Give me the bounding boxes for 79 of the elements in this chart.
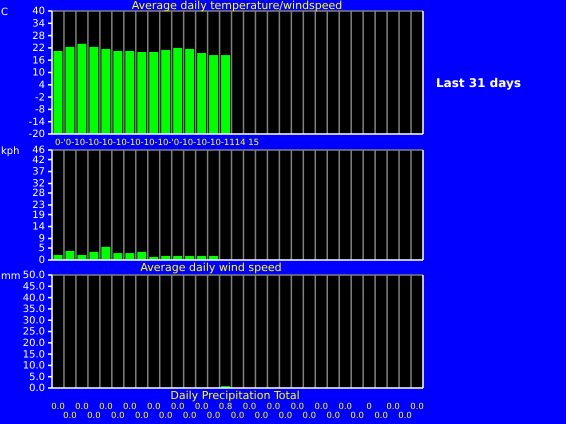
data-label: 0 (366, 402, 372, 412)
data-label: 0.0 (51, 402, 65, 412)
y-tick-label: 10.0 (22, 360, 45, 372)
y-tick-label: 9 (38, 234, 45, 245)
data-label: 0.0 (350, 411, 364, 421)
y-tick-label: -8 (35, 104, 45, 116)
y-tick-label: 50.0 (22, 270, 45, 282)
chart-title: Average daily temperature/windspeed (132, 0, 342, 12)
data-label: 0.0 (242, 402, 256, 412)
bar (65, 250, 74, 260)
y-tick-label: 35.0 (22, 304, 45, 316)
data-label: 0.0 (326, 411, 340, 421)
text: Last 31 days (436, 76, 521, 90)
data-label: 0.0 (338, 402, 352, 412)
data-label: 0.0 (87, 411, 101, 421)
data-label: 0.0 (410, 402, 424, 412)
data-label: 0.0 (398, 411, 412, 421)
data-label: 0.0 (230, 411, 244, 421)
data-label: 0.0 (63, 411, 77, 421)
y-tick-label: 28 (32, 188, 45, 200)
data-label: 0.0 (134, 411, 149, 421)
y-tick-label: 20.0 (22, 338, 45, 349)
y-tick-label: 28 (32, 30, 45, 42)
text: 0-'0-10-10-10-10-10-10-10-'0-10-10-10-1114 15 (55, 138, 260, 148)
bar (101, 246, 110, 260)
bar (54, 254, 62, 260)
y-tick-label: 0.0 (29, 383, 45, 394)
data-label: 0.0 (374, 411, 388, 421)
y-axis-title: C (1, 7, 8, 18)
y-tick-label: -20 (28, 129, 45, 140)
data-label: 0.0 (158, 411, 172, 421)
data-label: 0.0 (123, 402, 137, 412)
data-label: 0.0 (314, 402, 328, 412)
data-label: 0.0 (75, 402, 89, 412)
y-tick-label: 10 (32, 68, 45, 79)
y-tick-label: 32 (32, 178, 45, 190)
y-tick-label: 30.0 (22, 315, 45, 326)
data-label: 0.0 (206, 411, 220, 421)
x-axis-title: Daily Precipitation Total (170, 389, 300, 402)
y-tick-label: 23 (32, 200, 45, 212)
y-axis-title: kph (1, 146, 20, 157)
y-axis-title: mm (1, 271, 20, 282)
y-tick-label: 16 (32, 55, 45, 66)
data-label: 0.0 (170, 402, 184, 412)
y-tick-label: 5.0 (29, 372, 45, 383)
y-tick-label: 22 (32, 43, 45, 54)
y-tick-label: 42 (32, 154, 45, 166)
x-axis-title: Average daily wind speed (140, 261, 282, 274)
data-label: 0.0 (386, 402, 400, 412)
y-tick-label: 45.0 (22, 282, 45, 292)
data-label: 0.0 (266, 402, 280, 412)
bar (125, 253, 134, 260)
y-tick-label: 37 (32, 166, 45, 178)
data-label: 0.0 (278, 411, 292, 421)
y-tick-label: 14 (32, 222, 45, 233)
y-tick-label: 0 (38, 255, 45, 266)
y-tick-label: 4 (38, 80, 45, 91)
y-tick-label: 40.0 (22, 292, 45, 304)
data-label: 0.8 (218, 402, 232, 412)
data-label: 0.0 (146, 402, 160, 412)
y-tick-label: 40 (32, 6, 45, 18)
data-label: 0.0 (254, 411, 268, 421)
bar (89, 252, 98, 260)
data-label: 0.0 (111, 411, 125, 421)
data-label: 0.0 (99, 402, 113, 412)
bar (77, 254, 86, 260)
y-tick-label: -2 (35, 92, 45, 104)
data-label: 0.0 (302, 411, 316, 421)
bar (113, 253, 122, 260)
y-tick-label: -14 (28, 116, 45, 128)
y-tick-label: 34 (32, 18, 45, 30)
y-tick-label: 15.0 (22, 349, 45, 360)
data-label: 0.0 (194, 402, 208, 412)
y-tick-label: 46 (32, 145, 45, 156)
y-tick-label: 25.0 (22, 326, 45, 338)
data-label: 0.0 (290, 402, 304, 412)
data-label: 0.0 (182, 411, 196, 421)
y-tick-label: 5 (38, 243, 45, 254)
y-tick-label: 19 (32, 210, 45, 221)
